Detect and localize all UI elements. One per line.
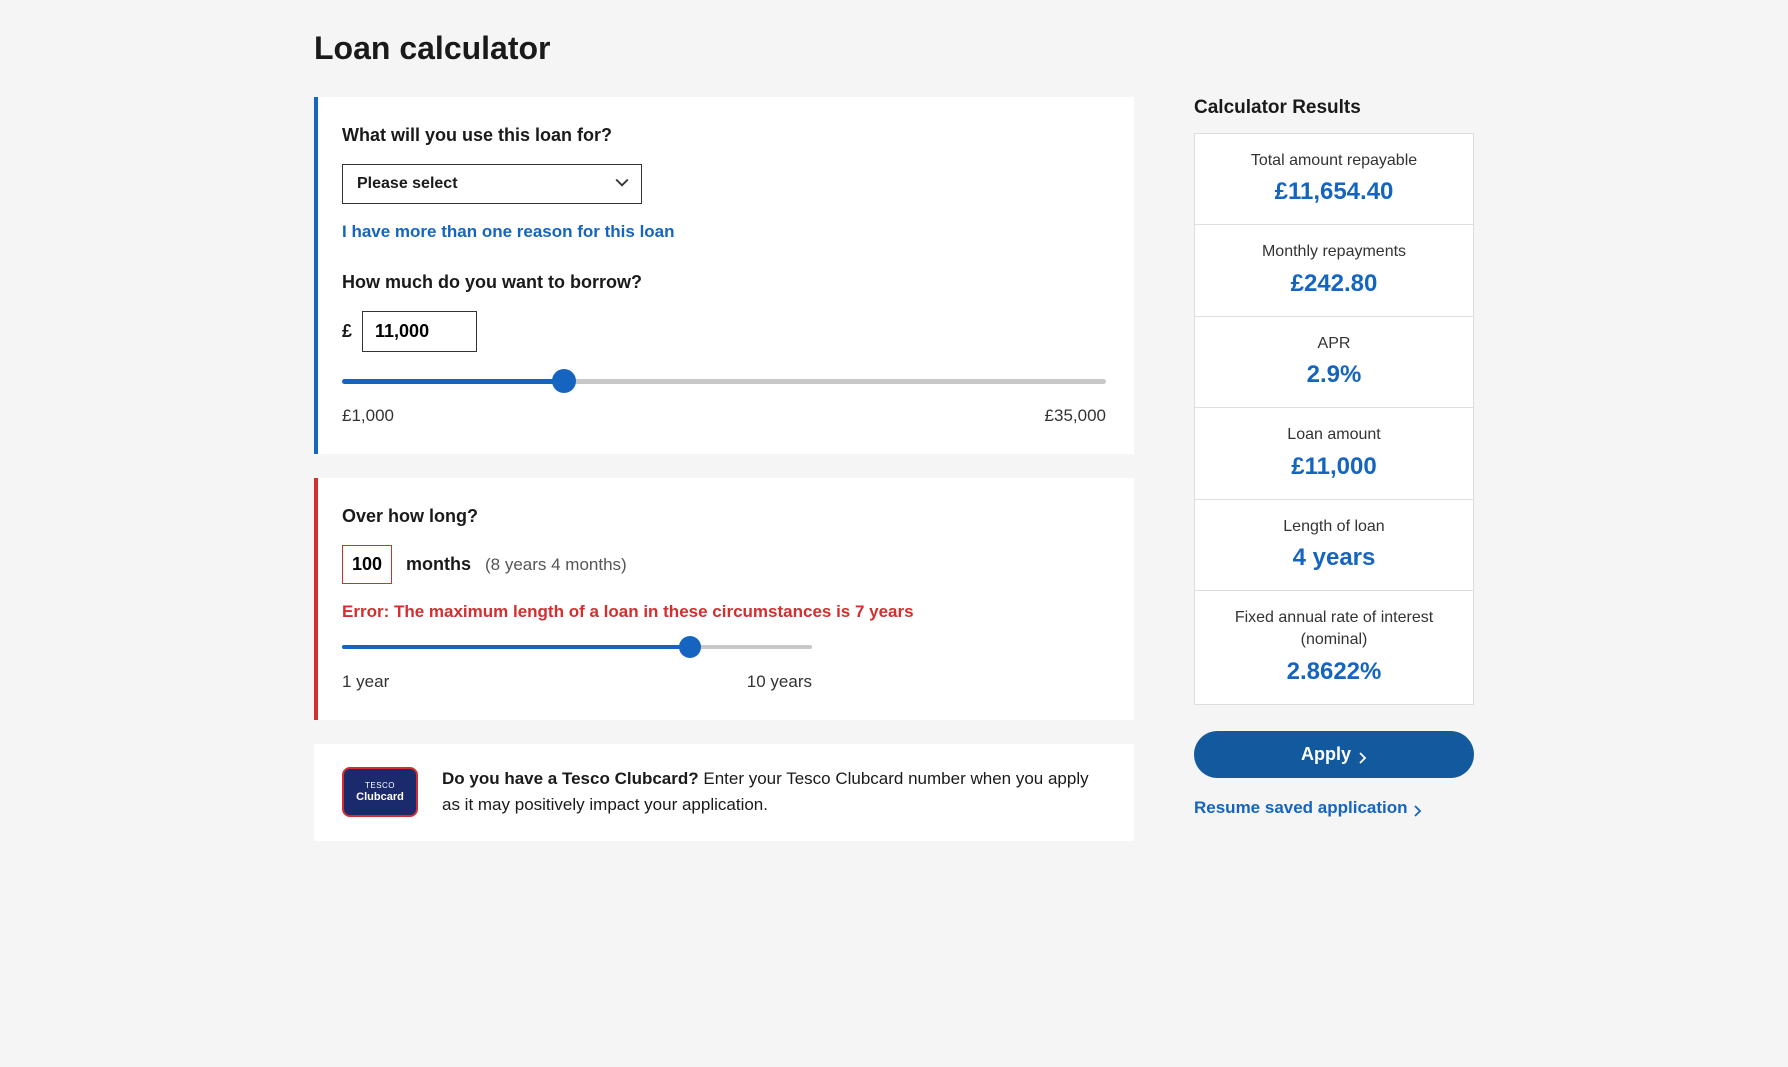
clubcard-text: Do you have a Tesco Clubcard? Enter your… [442,766,1106,819]
result-value: 2.8622% [1207,658,1461,686]
result-value: 2.9% [1207,361,1461,389]
purpose-select-value: Please select [357,175,458,193]
result-value: £242.80 [1207,270,1461,298]
result-value: £11,000 [1207,453,1461,481]
result-value: 4 years [1207,544,1461,572]
borrow-slider-fill [342,379,564,384]
term-question: Over how long? [342,506,1106,527]
term-slider[interactable] [342,640,812,654]
term-max-label: 10 years [747,672,812,692]
apply-button[interactable]: Apply [1194,731,1474,778]
borrow-question: How much do you want to borrow? [342,272,1106,293]
term-months-input[interactable] [342,545,392,584]
borrow-slider-thumb[interactable] [552,369,576,393]
clubcard-badge-bottom: Clubcard [356,791,404,804]
result-cell: Total amount repayable £11,654.40 [1195,134,1473,225]
result-label: Total amount repayable [1207,150,1461,172]
borrow-slider[interactable] [342,374,1106,388]
result-value: £11,654.40 [1207,178,1461,206]
term-panel: Over how long? months (8 years 4 months)… [314,478,1134,720]
term-slider-fill [342,645,690,649]
chevron-right-icon [1359,748,1367,760]
results-title: Calculator Results [1194,97,1474,119]
apply-button-label: Apply [1301,744,1351,765]
purpose-borrow-panel: What will you use this loan for? Please … [314,97,1134,454]
result-label: APR [1207,333,1461,355]
purpose-question: What will you use this loan for? [342,125,1106,146]
resume-application-link[interactable]: Resume saved application [1194,798,1422,818]
result-cell: Length of loan 4 years [1195,500,1473,591]
chevron-down-icon [615,178,627,190]
result-label: Loan amount [1207,424,1461,446]
clubcard-badge: TESCO Clubcard [342,767,418,817]
clubcard-badge-top: TESCO [365,781,395,791]
multi-reason-link[interactable]: I have more than one reason for this loa… [342,222,675,242]
page-title: Loan calculator [314,30,1474,67]
currency-symbol: £ [342,321,352,342]
term-months-conversion: (8 years 4 months) [485,555,627,575]
result-cell: APR 2.9% [1195,317,1473,408]
term-min-label: 1 year [342,672,389,692]
term-months-unit: months [406,554,471,575]
result-cell: Fixed annual rate of interest (nominal) 2… [1195,591,1473,704]
result-label: Fixed annual rate of interest (nominal) [1207,607,1461,652]
results-box: Total amount repayable £11,654.40 Monthly … [1194,133,1474,705]
result-cell: Loan amount £11,000 [1195,408,1473,499]
resume-link-label: Resume saved application [1194,798,1408,818]
result-label: Length of loan [1207,516,1461,538]
chevron-right-icon [1414,802,1422,814]
result-label: Monthly repayments [1207,241,1461,263]
borrow-amount-input[interactable] [362,311,477,352]
purpose-select[interactable]: Please select [342,164,642,204]
borrow-max-label: £35,000 [1045,406,1106,426]
term-error-text: Error: The maximum length of a loan in t… [342,602,1106,622]
clubcard-question: Do you have a Tesco Clubcard? [442,769,699,788]
result-cell: Monthly repayments £242.80 [1195,225,1473,316]
borrow-min-label: £1,000 [342,406,394,426]
clubcard-panel: TESCO Clubcard Do you have a Tesco Clubc… [314,744,1134,841]
term-slider-thumb[interactable] [679,636,701,658]
